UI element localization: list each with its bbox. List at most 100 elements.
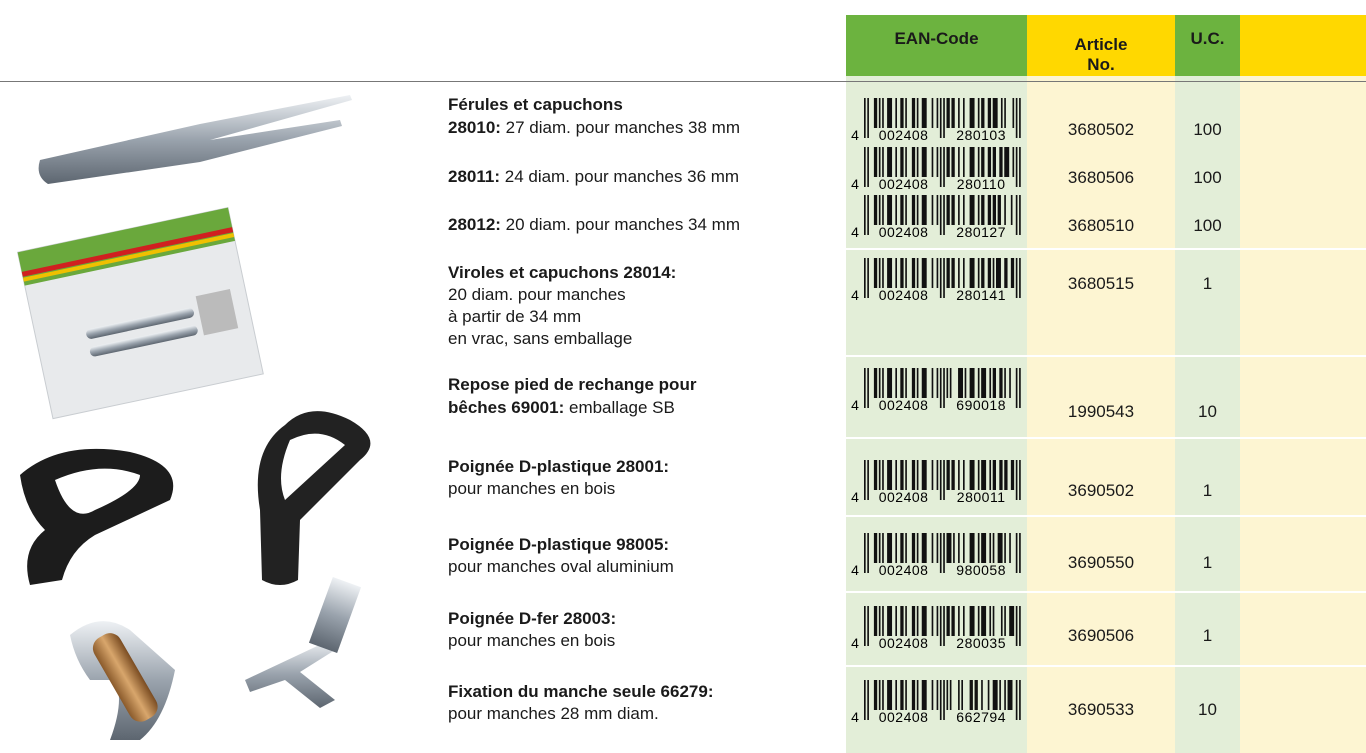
article-number: 3690550 bbox=[1067, 553, 1135, 572]
description-line: 28010: 27 diam. pour manches 38 mm bbox=[448, 116, 740, 139]
barcode-digits: 002408 bbox=[879, 397, 929, 413]
text: pour manches oval aluminium bbox=[448, 557, 674, 576]
header-text: Article bbox=[1074, 35, 1128, 54]
barcode-bars bbox=[864, 533, 1021, 573]
barcode-bars bbox=[864, 147, 1021, 187]
unit-count: 10 bbox=[1198, 402, 1217, 421]
unit-count: 1 bbox=[1202, 553, 1213, 572]
barcode-digit: 4 bbox=[851, 635, 859, 651]
uc-header: U.C. bbox=[1175, 15, 1240, 76]
description-line: Repose pied de rechange pour bbox=[448, 373, 696, 396]
barcode-digits: 690018 bbox=[956, 397, 1006, 413]
barcode: 4 002408 280103 bbox=[851, 98, 1021, 143]
article-number: 3680506 bbox=[1067, 168, 1135, 187]
barcode-bars bbox=[864, 368, 1021, 408]
article-column bbox=[1027, 15, 1175, 753]
bold-text: Poignée D-fer 28003: bbox=[448, 609, 617, 628]
row-separator bbox=[846, 437, 1366, 439]
description: Fixation du manche seule 66279: pour manc… bbox=[448, 681, 713, 725]
barcode: 4 002408 690018 bbox=[851, 368, 1021, 413]
barcode-bars bbox=[864, 680, 1021, 720]
barcode-digits: 980058 bbox=[956, 562, 1006, 578]
bold-text: Repose pied de rechange pour bbox=[448, 375, 697, 394]
description: 28011: 24 diam. pour manches 36 mm bbox=[448, 165, 739, 188]
uc-column bbox=[1175, 15, 1240, 753]
description: Poignée D-fer 28003: pour manches en bois bbox=[448, 608, 616, 652]
description-line: Férules et capuchons bbox=[448, 93, 740, 116]
barcode-digits: 280127 bbox=[956, 224, 1006, 240]
article-number: 3690506 bbox=[1067, 626, 1135, 645]
article-number: 3680502 bbox=[1067, 120, 1135, 139]
description: Viroles et capuchons 28014: 20 diam. pour… bbox=[448, 262, 676, 350]
description: 28012: 20 diam. pour manches 34 mm bbox=[448, 213, 740, 236]
barcode-digit: 4 bbox=[851, 489, 859, 505]
article-header: Article No. bbox=[1027, 15, 1175, 76]
bold-text: Fixation du manche seule 66279: bbox=[448, 682, 714, 701]
bold-text: 28010: bbox=[448, 118, 501, 137]
unit-count: 1 bbox=[1202, 274, 1213, 293]
description-line: pour manches 28 mm diam. bbox=[448, 703, 713, 725]
barcode-digit: 4 bbox=[851, 176, 859, 192]
ean-header: EAN-Code bbox=[846, 15, 1027, 76]
barcode-digits: 280141 bbox=[956, 287, 1006, 303]
barcode-digits: 280011 bbox=[957, 489, 1006, 505]
description: Poignée D-plastique 28001: pour manches e… bbox=[448, 456, 669, 500]
text: pour manches 28 mm diam. bbox=[448, 704, 659, 723]
barcode-digits: 002408 bbox=[879, 709, 929, 725]
barcode-digits: 002408 bbox=[879, 635, 929, 651]
text: à partir de 34 mm bbox=[448, 307, 582, 326]
bold-text: Poignée D-plastique 98005: bbox=[448, 535, 670, 554]
row-separator bbox=[846, 591, 1366, 593]
barcode: 4 002408 980058 bbox=[851, 533, 1021, 578]
barcode-bars bbox=[864, 98, 1021, 138]
barcode: 4 002408 280035 bbox=[851, 606, 1021, 651]
bold-text: 28012: bbox=[448, 215, 501, 234]
barcode-bars bbox=[864, 460, 1021, 500]
barcode: 4 002408 280011 bbox=[851, 460, 1021, 505]
text: pour manches en bois bbox=[448, 631, 616, 650]
unit-count: 100 bbox=[1193, 216, 1222, 235]
barcode-digit: 4 bbox=[851, 127, 859, 143]
description-line: bêches 69001: emballage SB bbox=[448, 396, 696, 419]
description-line: 28011: 24 diam. pour manches 36 mm bbox=[448, 165, 739, 188]
description-line: Fixation du manche seule 66279: bbox=[448, 681, 713, 703]
barcode: 4 002408 280110 bbox=[851, 147, 1021, 192]
article-number: 1990543 bbox=[1067, 402, 1135, 421]
barcode-digits: 002408 bbox=[879, 224, 929, 240]
barcode-digits: 280110 bbox=[957, 176, 1006, 192]
description-line: Poignée D-plastique 28001: bbox=[448, 456, 669, 478]
description-line: à partir de 34 mm bbox=[448, 306, 676, 328]
unit-count: 100 bbox=[1193, 120, 1222, 139]
description-line: Viroles et capuchons 28014: bbox=[448, 262, 676, 284]
header-text: U.C. bbox=[1190, 29, 1225, 48]
description-line: 28012: 20 diam. pour manches 34 mm bbox=[448, 213, 740, 236]
description-line: Poignée D-fer 28003: bbox=[448, 608, 616, 630]
barcode-digit: 4 bbox=[851, 397, 859, 413]
row-separator bbox=[846, 248, 1366, 250]
text: en vrac, sans emballage bbox=[448, 329, 633, 348]
barcode-digits: 002408 bbox=[879, 562, 929, 578]
article-number: 3680515 bbox=[1067, 274, 1135, 293]
unit-count: 1 bbox=[1202, 626, 1213, 645]
barcode: 4 002408 662794 bbox=[851, 680, 1021, 725]
text: 27 diam. pour manches 38 mm bbox=[505, 118, 741, 137]
header-text: EAN-Code bbox=[894, 29, 979, 48]
description-line: en vrac, sans emballage bbox=[448, 328, 676, 350]
text: emballage SB bbox=[568, 398, 675, 417]
description-line: pour manches en bois bbox=[448, 630, 616, 652]
description-line: pour manches oval aluminium bbox=[448, 556, 674, 578]
bold-text: 28011: bbox=[448, 167, 500, 186]
description: Poignée D-plastique 98005: pour manches o… bbox=[448, 534, 674, 578]
row-separator bbox=[846, 665, 1366, 667]
barcode: 4 002408 280127 bbox=[851, 195, 1021, 240]
article-number: 3690502 bbox=[1067, 481, 1135, 500]
description-line: pour manches en bois bbox=[448, 478, 669, 500]
text: pour manches en bois bbox=[448, 479, 616, 498]
barcode-bars bbox=[864, 606, 1021, 646]
article-number: 3690533 bbox=[1067, 700, 1135, 719]
barcode-digit: 4 bbox=[851, 224, 859, 240]
article-number: 3680510 bbox=[1067, 216, 1135, 235]
header-text: No. bbox=[1087, 55, 1115, 74]
barcode-digit: 4 bbox=[851, 709, 859, 725]
